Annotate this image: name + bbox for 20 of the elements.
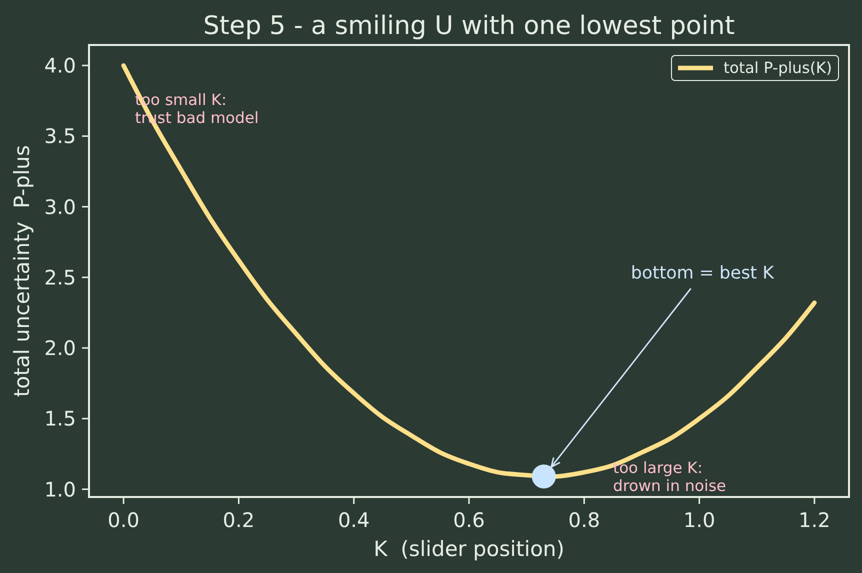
- y-axis-title: total uncertainty P-plus: [10, 145, 34, 397]
- x-axis-title: K (slider position): [374, 537, 564, 561]
- y-tick-label: 4.0: [44, 54, 76, 78]
- x-tick-label: 0.6: [453, 508, 485, 532]
- chart-title: Step 5 - a smiling U with one lowest point: [203, 11, 735, 41]
- y-tick-label: 2.0: [44, 336, 76, 360]
- annotation: bottom = best K: [630, 264, 775, 284]
- y-tick-label: 1.0: [44, 477, 76, 502]
- x-tick-label: 1.2: [798, 508, 830, 532]
- annotation: too large K: drown in noise: [613, 459, 726, 495]
- y-tick-label: 2.5: [44, 265, 76, 290]
- legend-label: total P-plus(K): [723, 59, 832, 77]
- x-tick-label: 1.0: [683, 508, 716, 532]
- x-tick-label: 0.4: [338, 508, 370, 532]
- y-tick-label: 3.0: [44, 194, 76, 219]
- y-tick-label: 3.5: [44, 124, 76, 148]
- x-tick-label: 0.2: [222, 508, 255, 532]
- x-tick-label: 0.0: [108, 508, 140, 532]
- y-tick-label: 1.5: [44, 406, 76, 431]
- x-tick-label: 0.8: [568, 508, 600, 532]
